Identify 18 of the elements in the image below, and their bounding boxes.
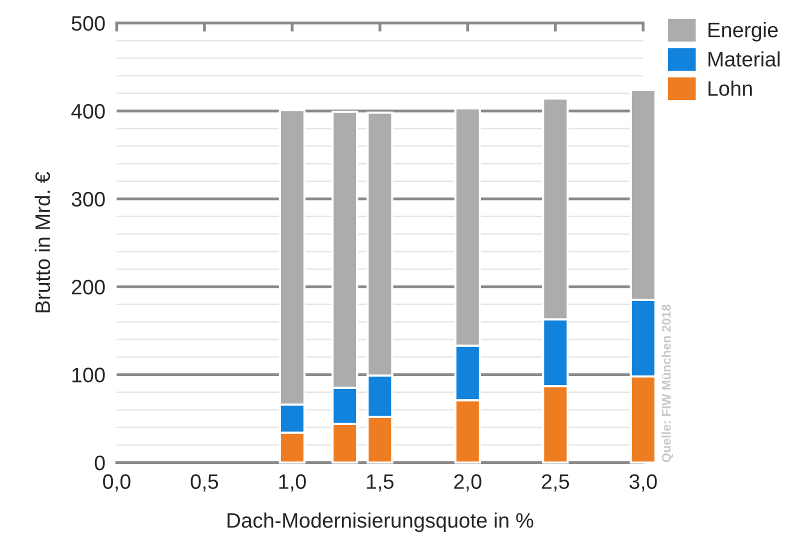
x-tick-label: 1,0 <box>279 474 306 492</box>
y-tick-label: 100 <box>72 368 105 382</box>
x-tick-label: 0,5 <box>190 474 218 492</box>
x-tick-label: 2,0 <box>454 474 482 492</box>
y-tick-label: 400 <box>71 104 105 119</box>
y-tick-label: 500 <box>72 16 105 31</box>
y-axis-title: Brutto in Mrd. € <box>34 172 50 312</box>
legend-label: Material <box>708 51 780 67</box>
x-tick-label: 2,5 <box>542 474 570 492</box>
x-tick-label: 3,0 <box>629 474 657 492</box>
y-tick-label: 0 <box>94 456 105 470</box>
legend-label: Lohn <box>708 80 752 96</box>
x-tick-label: 0,0 <box>103 474 130 492</box>
x-axis-title: Dach-Modernisierungsquote in % <box>228 512 534 532</box>
y-tick-label: 300 <box>72 192 105 207</box>
x-tick-label: 1,5 <box>367 474 394 492</box>
y-tick-label: 200 <box>72 280 105 295</box>
legend-label: Energie <box>708 22 778 42</box>
